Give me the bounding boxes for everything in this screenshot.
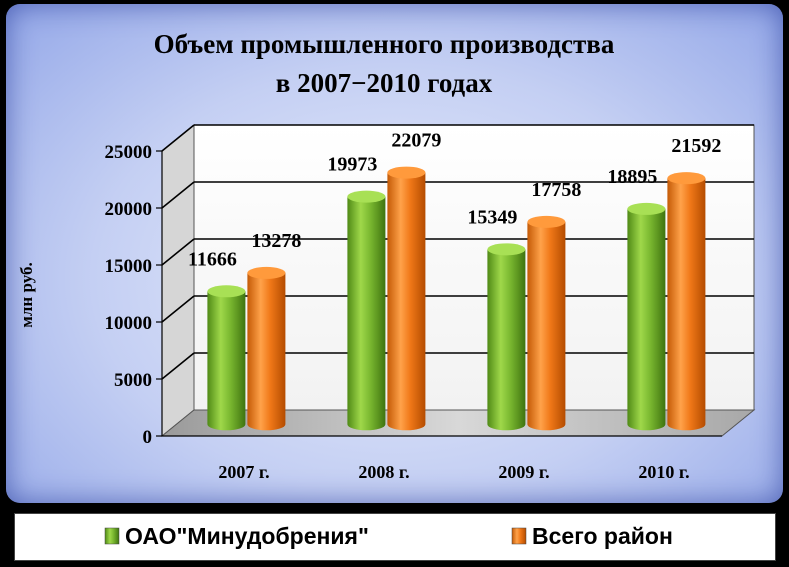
- bar-top: [527, 215, 566, 228]
- y-axis: 0 5000 10000 15000 20000 25000: [105, 142, 163, 448]
- y-tick-label: 0: [143, 427, 153, 448]
- bar-top: [387, 166, 426, 179]
- x-axis: 2007 г. 2008 г. 2009 г. 2010 г.: [162, 435, 722, 482]
- legend-swatch: [104, 527, 120, 545]
- legend-swatch: [511, 527, 527, 545]
- bar-top: [207, 285, 246, 298]
- data-label: 15349: [467, 206, 517, 228]
- bar: [487, 249, 526, 431]
- side-wall: [161, 123, 195, 438]
- bar-top: [667, 172, 706, 185]
- gridline-side: [161, 181, 195, 209]
- data-label: 17758: [531, 179, 581, 201]
- bar: [247, 272, 286, 431]
- bar: [387, 172, 426, 431]
- bars: [207, 166, 706, 431]
- data-labels: 11666 13278 19973 22079 15349 17758 18895 21592: [188, 130, 721, 271]
- chart-title-line2: в 2007−2010 годах: [276, 68, 493, 98]
- data-label: 21592: [671, 135, 721, 157]
- data-label: 18895: [607, 166, 657, 188]
- y-tick-label: 25000: [105, 142, 153, 163]
- legend-label: ОАО"Минудобрения": [125, 523, 369, 549]
- x-category-label: 2007 г.: [218, 462, 269, 482]
- bar: [667, 178, 706, 431]
- y-axis-label: млн руб.: [17, 262, 36, 327]
- y-tick-label: 5000: [114, 370, 152, 391]
- gridline-side: [161, 238, 195, 266]
- legend: ОАО"Минудобрения" Всего район: [104, 523, 673, 549]
- data-label: 13278: [251, 230, 301, 252]
- chart-title-line1: Объем промышленного производства: [154, 29, 615, 59]
- data-label: 22079: [391, 130, 441, 152]
- y-tick-label: 20000: [105, 199, 153, 220]
- bar-top: [487, 243, 526, 256]
- gridline-side: [161, 352, 195, 380]
- gridline-side: [161, 295, 195, 323]
- x-category-label: 2010 г.: [638, 462, 689, 482]
- data-label: 11666: [188, 248, 237, 270]
- bar: [207, 291, 246, 431]
- bar: [527, 221, 566, 431]
- x-category-label: 2008 г.: [358, 462, 409, 482]
- legend-label: Всего район: [532, 523, 673, 549]
- y-tick-label: 15000: [105, 256, 153, 277]
- gridline-side: [161, 124, 195, 152]
- y-tick-label: 10000: [105, 313, 153, 334]
- legend-box: [14, 513, 776, 561]
- bar: [347, 196, 386, 431]
- bar: [627, 208, 666, 431]
- bar-top: [347, 190, 386, 203]
- x-category-label: 2009 г.: [498, 462, 549, 482]
- bar-top: [627, 202, 666, 215]
- data-label: 19973: [327, 154, 377, 176]
- bar-top: [247, 266, 286, 279]
